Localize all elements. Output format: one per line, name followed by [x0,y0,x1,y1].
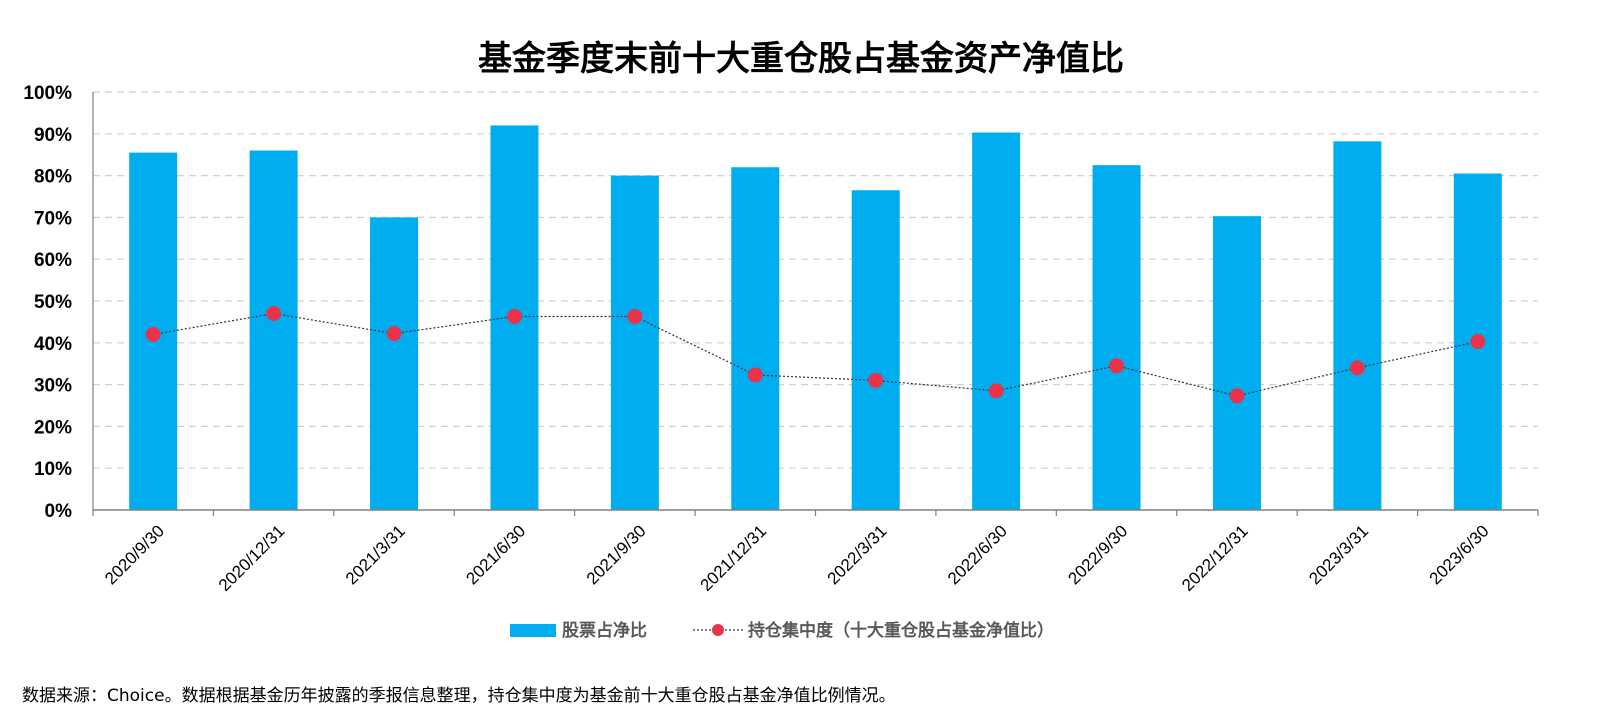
y-tick-label: 10% [34,459,72,480]
line-series [145,306,1486,404]
x-tick-label: 2020/12/31 [215,521,289,595]
y-axis-ticks: 0% 10% 20% 30% 40% 50% 60% 70% 80% 90% 100% [23,83,72,522]
x-tick-label: 2022/3/31 [824,521,891,588]
line-marker [868,372,884,388]
line-marker [1470,334,1486,350]
x-axis-ticks: 2020/9/30 2020/12/31 2021/3/31 2021/6/30 202… [101,521,1493,595]
bar [1092,165,1141,510]
y-tick-label: 90% [34,125,72,146]
bar [370,217,419,510]
x-tick-label: 2023/3/31 [1305,521,1372,588]
bar [1212,216,1261,510]
y-tick-label: 80% [34,167,72,188]
bar [731,167,780,511]
x-tick-label: 2022/12/31 [1178,521,1252,595]
chart-title: 基金季度末前十大重仓股占基金资产净值比 [478,39,1124,79]
bar [1333,141,1382,510]
bar [610,175,659,510]
grid-lines [93,91,1538,469]
y-tick-label: 70% [34,208,72,229]
line-marker [506,308,522,324]
bar-series [129,125,1502,511]
x-tick-label: 2023/6/30 [1426,521,1493,588]
y-tick-label: 0% [45,501,73,522]
line-marker [145,326,161,342]
legend-label-line: 持仓集中度（十大重仓股占基金净值比） [748,620,1054,641]
x-tick-label: 2022/9/30 [1064,521,1131,588]
legend: 股票占净比 持仓集中度（十大重仓股占基金净值比） [510,620,1054,641]
line-marker [386,326,402,342]
line-marker [988,383,1004,399]
axes [92,92,1539,516]
x-tick-label: 2021/12/31 [697,521,771,595]
chart: 基金季度末前十大重仓股占基金资产净值比 0% 10% 20% 30% 40% 50% 60%… [23,39,1539,641]
x-tick-label: 2021/3/31 [342,521,409,588]
line-marker [266,306,282,322]
legend-label-bar: 股票占净比 [562,620,647,641]
x-tick-label: 2022/6/30 [944,521,1011,588]
x-tick-label: 2020/9/30 [101,521,168,588]
line-marker [627,308,643,324]
x-tick-label: 2021/9/30 [583,521,650,588]
bar [851,190,900,511]
y-tick-label: 20% [34,417,72,438]
line-path [153,312,1478,397]
source-note: 数据来源：Choice。数据根据基金历年披露的季报信息整理，持仓集中度为基金前十… [22,686,896,706]
legend-swatch-bar [510,624,556,637]
y-tick-label: 40% [34,334,72,355]
y-tick-label: 60% [34,250,72,271]
y-tick-label: 50% [34,292,72,313]
x-tick-label: 2021/6/30 [462,521,529,588]
bar [972,132,1021,510]
line-marker [1109,358,1125,374]
y-tick-label: 100% [23,83,72,104]
line-marker [1229,388,1245,404]
line-marker [747,367,763,383]
legend-marker [712,624,724,636]
line-marker [1349,360,1365,376]
y-tick-label: 30% [34,376,72,397]
bar [249,150,298,510]
